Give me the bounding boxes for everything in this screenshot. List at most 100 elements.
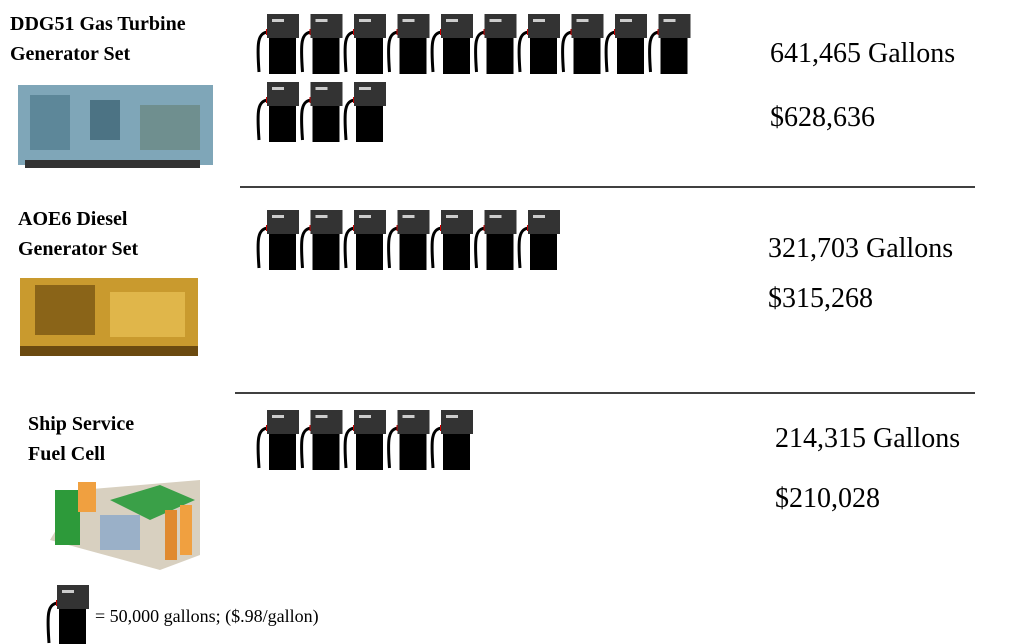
pump-head: [354, 82, 386, 106]
pump-body: [269, 428, 296, 470]
pump-head: [441, 210, 473, 234]
pump-body: [530, 32, 557, 74]
diesel-image: [20, 278, 198, 356]
pump-display: [359, 415, 371, 418]
pump-body: [59, 603, 86, 644]
gallons-label: 321,703 Gallons: [768, 233, 953, 264]
pump-icon: [430, 14, 473, 74]
pump-icon: [474, 210, 517, 270]
pump-head: [528, 14, 560, 38]
pump-icon: [300, 210, 343, 270]
pump-icon: [430, 410, 473, 470]
pump-icon: [343, 14, 386, 74]
pump-body: [356, 428, 383, 470]
pump-icon: [561, 14, 604, 74]
category-label: DDG51 Gas Turbine: [10, 13, 186, 35]
category-label: Fuel Cell: [28, 443, 106, 465]
pump-display: [272, 215, 284, 218]
category-label: Generator Set: [10, 43, 130, 65]
pump-head: [615, 14, 647, 38]
pump-head: [267, 14, 299, 38]
pump-icon: [430, 210, 473, 270]
pump-display: [359, 215, 371, 218]
pump-icon: [256, 14, 299, 74]
pump-head: [571, 14, 604, 38]
pump-body: [269, 32, 296, 74]
pump-body: [356, 32, 383, 74]
category-label: AOE6 Diesel: [18, 208, 128, 230]
cost-label: $628,636: [770, 102, 875, 133]
pump-head: [397, 210, 430, 234]
pump-display: [359, 87, 371, 90]
pump-body: [312, 228, 340, 270]
pump-icon: [300, 410, 343, 470]
pump-head: [310, 210, 343, 234]
pump-head: [310, 14, 343, 38]
pump-icon: [387, 210, 430, 270]
pump-body: [399, 228, 427, 270]
turbine-image: [18, 85, 213, 168]
pump-display: [272, 87, 284, 90]
pump-icon: [343, 210, 386, 270]
pump-head: [354, 14, 386, 38]
pump-display: [446, 215, 458, 218]
pump-body: [312, 428, 340, 470]
pump-display: [620, 19, 632, 22]
pump-head: [267, 82, 299, 106]
pump-icon: [343, 82, 386, 142]
pump-head: [267, 410, 299, 434]
category-label: Ship Service: [28, 413, 134, 435]
pump-body: [312, 32, 340, 74]
pump-body: [356, 100, 383, 142]
pump-head: [310, 410, 343, 434]
pump-display: [533, 19, 545, 22]
fuel-cell-image: [50, 480, 200, 570]
pump-head: [267, 210, 299, 234]
pump-icon: [517, 210, 560, 270]
pump-head: [658, 14, 691, 38]
pump-head: [397, 410, 430, 434]
pump-icon: [256, 82, 299, 142]
pump-body: [486, 228, 514, 270]
pump-body: [399, 428, 427, 470]
pump-icon: [387, 410, 430, 470]
pump-body: [530, 228, 557, 270]
pump-head: [397, 14, 430, 38]
pump-icon: [474, 14, 517, 74]
pump-body: [312, 100, 340, 142]
pump-body: [660, 32, 688, 74]
category-label: Generator Set: [18, 238, 138, 260]
pump-icon: [300, 82, 343, 142]
pump-head: [310, 82, 343, 106]
pump-icon: [343, 410, 386, 470]
pump-icon: [604, 14, 647, 74]
cost-label: $210,028: [775, 483, 880, 514]
pump-display: [446, 19, 458, 22]
pump-head: [57, 585, 89, 609]
pump-display: [315, 87, 328, 90]
pump-display: [402, 215, 415, 218]
pump-body: [443, 428, 470, 470]
pump-head: [354, 410, 386, 434]
pump-display: [272, 19, 284, 22]
pump-display: [315, 215, 328, 218]
pump-display: [62, 590, 74, 593]
pump-display: [402, 19, 415, 22]
pump-display: [663, 19, 676, 22]
pump-icon: [256, 210, 299, 270]
pump-display: [576, 19, 589, 22]
legend-icon: [46, 585, 89, 644]
pump-body: [617, 32, 644, 74]
pump-body: [443, 32, 470, 74]
pump-display: [533, 215, 545, 218]
pump-body: [269, 100, 296, 142]
pump-icon: [648, 14, 691, 74]
pump-body: [269, 228, 296, 270]
pump-display: [446, 415, 458, 418]
pump-icon: [517, 14, 560, 74]
pump-display: [315, 19, 328, 22]
pump-display: [489, 19, 502, 22]
pump-icon: [387, 14, 430, 74]
pump-head: [441, 14, 473, 38]
